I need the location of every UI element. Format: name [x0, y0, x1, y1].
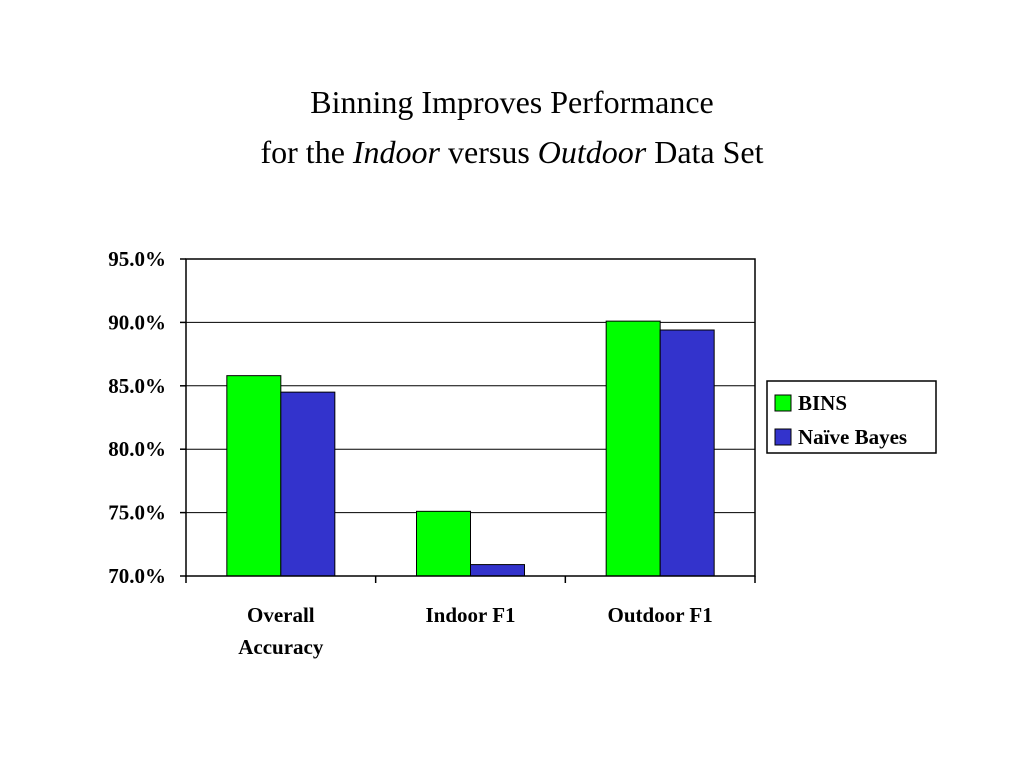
bars: [226, 320, 715, 577]
bar-bins: [605, 320, 661, 577]
y-tick-label: 95.0%: [108, 247, 166, 271]
legend: BINS Naïve Bayes: [766, 380, 937, 454]
bar-naive-bayes: [659, 329, 715, 577]
x-tick-label: Overall Accuracy: [238, 603, 324, 659]
bar-bins: [226, 375, 282, 577]
subtitle-post: Data Set: [646, 134, 764, 170]
plot-area: [185, 258, 756, 577]
subtitle-outdoor: Outdoor: [537, 134, 647, 170]
legend-box: [766, 380, 937, 454]
y-tick-label: 75.0%: [108, 501, 166, 525]
chart-subtitle: for the Indoor versus Outdoor Data Set: [0, 132, 1024, 172]
y-tick-label: 80.0%: [108, 437, 166, 461]
chart-title: Binning Improves Performance: [310, 84, 714, 120]
legend-label: Naïve Bayes: [798, 425, 907, 449]
axes: 95.0% 90.0% 85.0% 80.0% 75.0% 70.0% Overall Acc…: [108, 247, 756, 659]
legend-swatch: [774, 428, 792, 446]
x-tick-label: Outdoor F1: [608, 603, 713, 627]
bar-bins: [416, 510, 471, 577]
x-tick-label: Indoor F1: [425, 603, 515, 627]
y-tick-label: 85.0%: [108, 374, 166, 398]
legend-label: BINS: [798, 391, 847, 415]
bar-naive-bayes: [280, 391, 336, 577]
subtitle-indoor: Indoor: [352, 134, 440, 170]
y-tick-label: 90.0%: [108, 310, 166, 334]
y-tick-label: 70.0%: [108, 564, 166, 588]
bar-naive-bayes: [470, 564, 525, 577]
legend-swatch: [774, 394, 792, 412]
subtitle-mid: versus: [440, 134, 538, 170]
subtitle-pre: for the: [260, 134, 353, 170]
